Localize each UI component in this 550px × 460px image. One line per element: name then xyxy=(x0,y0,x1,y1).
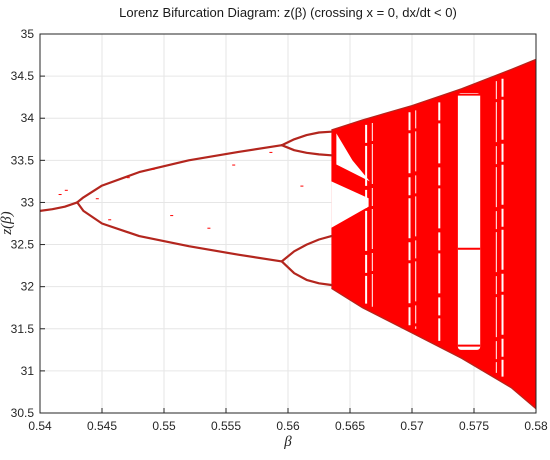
y-tick-label: 35 xyxy=(21,27,35,41)
x-tick-label: 0.58 xyxy=(524,419,548,433)
branch-period-4-upper-high xyxy=(280,130,333,147)
stray-point xyxy=(64,189,68,191)
y-tick-label: 30.5 xyxy=(11,406,35,420)
x-tick-label: 0.56 xyxy=(276,419,300,433)
stray-point xyxy=(207,227,211,229)
x-axis-label: β xyxy=(283,434,292,450)
envelope-chaotic-region-upper-envelope xyxy=(331,58,536,131)
stray-point xyxy=(95,198,99,200)
y-tick-label: 33.5 xyxy=(11,153,35,167)
stray-points xyxy=(58,151,304,229)
y-tick-label: 34 xyxy=(21,111,35,125)
stray-point xyxy=(269,151,273,153)
periodic-window xyxy=(457,92,481,350)
chaotic-region xyxy=(331,59,536,409)
x-tick-label: 0.55 xyxy=(152,419,176,433)
y-axis-label: z(β) xyxy=(0,211,15,235)
x-tick-label: 0.575 xyxy=(459,419,489,433)
branch-period-4-upper-low xyxy=(280,144,333,157)
x-tick-label: 0.555 xyxy=(211,419,241,433)
stray-point xyxy=(170,215,174,217)
bifurcation-branches xyxy=(40,58,536,410)
stray-point xyxy=(151,168,155,170)
x-tick-label: 0.545 xyxy=(87,419,117,433)
y-tick-label: 32.5 xyxy=(11,238,35,252)
branch-period-4-lower-low xyxy=(280,260,333,287)
y-axis-ticks: 30.5 31 31.5 32 32.5 33 33.5 34 34.5 35 xyxy=(11,27,45,420)
chaos-notch xyxy=(331,181,369,228)
branch-period-4-lower-high xyxy=(280,235,333,263)
chaotic-band xyxy=(331,59,536,409)
branch-period-2-lower xyxy=(76,201,283,263)
x-tick-label: 0.57 xyxy=(400,419,424,433)
envelope-chaotic-region-lower-envelope xyxy=(331,287,536,410)
x-axis-ticks: 0.54 0.545 0.55 0.555 0.56 0.565 0.57 0.575 0.58 xyxy=(28,408,548,433)
stray-point xyxy=(300,185,304,187)
y-tick-label: 31 xyxy=(21,364,35,378)
chaos-notch xyxy=(336,133,370,182)
chart-title: Lorenz Bifurcation Diagram: z(β) (crossi… xyxy=(119,5,457,20)
x-tick-label: 0.565 xyxy=(335,419,365,433)
branch-single-branch xyxy=(40,201,79,212)
y-tick-label: 33 xyxy=(21,195,35,209)
y-tick-label: 32 xyxy=(21,280,35,294)
y-tick-label: 34.5 xyxy=(11,69,35,83)
stray-point xyxy=(108,219,112,221)
x-tick-label: 0.54 xyxy=(28,419,52,433)
branch-period-2-upper xyxy=(76,144,283,204)
y-tick-label: 31.5 xyxy=(11,322,35,336)
stray-point xyxy=(232,164,236,166)
stray-point xyxy=(58,194,62,196)
stray-point xyxy=(126,177,130,179)
